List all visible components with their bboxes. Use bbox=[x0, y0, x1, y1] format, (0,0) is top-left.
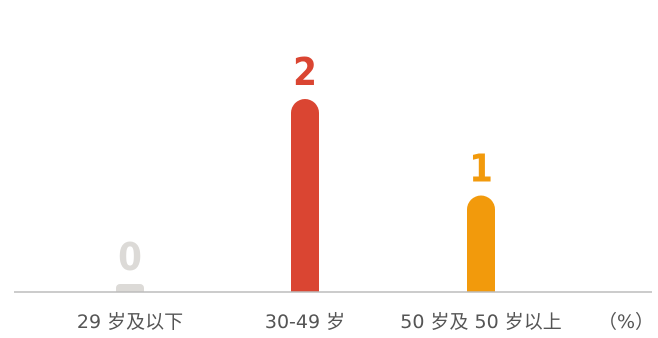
value-label-2: 2 bbox=[293, 50, 317, 94]
x-tick-labels-group: 29 岁及以下 30-49 岁 50 岁及 50 岁以上 bbox=[77, 311, 562, 333]
bar-3 bbox=[467, 195, 495, 292]
x-tick-label-3: 50 岁及 50 岁以上 bbox=[400, 311, 561, 333]
x-tick-label-1: 29 岁及以下 bbox=[77, 311, 183, 333]
bars-group bbox=[116, 99, 495, 292]
value-label-3: 1 bbox=[469, 147, 493, 191]
bar-1 bbox=[116, 284, 144, 292]
unit-label: （%） bbox=[598, 311, 654, 333]
x-tick-label-2: 30-49 岁 bbox=[265, 311, 345, 333]
value-labels-group: 0 2 1 bbox=[118, 50, 493, 279]
bar-2 bbox=[291, 99, 319, 292]
value-label-1: 0 bbox=[118, 235, 142, 279]
